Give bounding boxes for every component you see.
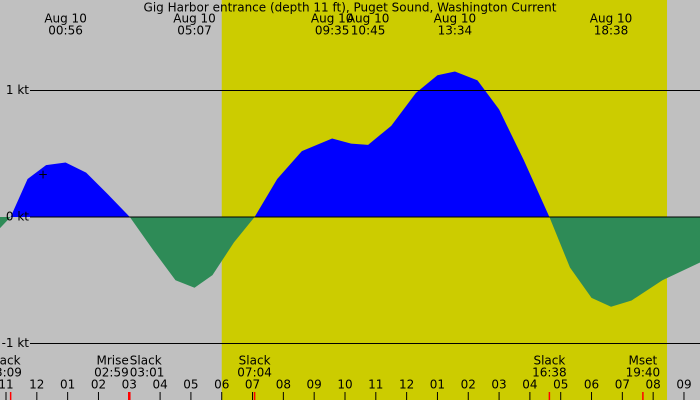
x-tick-label: 02 [461, 378, 476, 392]
event-time: 16:38 [532, 366, 567, 380]
event-date: Aug 10 [590, 12, 633, 26]
x-tick-label: 07 [245, 378, 260, 392]
event-time: 07:04 [237, 366, 272, 380]
event-time: 03:01 [130, 366, 165, 380]
x-tick-label: 09 [307, 378, 322, 392]
x-tick-label: 02 [91, 378, 106, 392]
event-label: Slack [130, 354, 162, 368]
x-tick-label: 05 [183, 378, 198, 392]
x-tick-label: 11 [0, 378, 14, 392]
x-tick-label: 09 [676, 378, 691, 392]
x-tick-label: 01 [430, 378, 445, 392]
x-tick-label: 01 [60, 378, 75, 392]
x-tick-label: 04 [152, 378, 167, 392]
x-tick-label: 08 [646, 378, 661, 392]
x-tick-label: 11 [368, 378, 383, 392]
event-time: 19:40 [626, 366, 661, 380]
x-tick-label: 03 [491, 378, 506, 392]
event-label: Slack [239, 354, 271, 368]
event-date: Aug 10 [347, 12, 390, 26]
x-tick-label: 08 [276, 378, 291, 392]
event-time: 09:35 [315, 24, 350, 38]
x-tick-label: 12 [399, 378, 414, 392]
event-time: 05:07 [177, 24, 212, 38]
x-tick-label: 05 [553, 378, 568, 392]
x-tick-label: 06 [214, 378, 229, 392]
event-label: Slack [0, 354, 21, 368]
x-tick-label: 10 [337, 378, 352, 392]
x-tick-label: 04 [522, 378, 537, 392]
ebb-area [0, 216, 700, 307]
chart-title: Gig Harbor entrance (depth 11 ft), Puget… [144, 1, 557, 15]
event-date: Aug 10 [434, 12, 477, 26]
event-date: Aug 10 [173, 12, 216, 26]
x-tick-label: 07 [615, 378, 630, 392]
x-tick-label: 06 [584, 378, 599, 392]
event-time: 10:45 [351, 24, 386, 38]
event-date: Aug 10 [44, 12, 87, 26]
x-tick-label: 12 [29, 378, 44, 392]
flood-area [0, 71, 700, 217]
event-time: 00:56 [48, 24, 83, 38]
y-tick-label: -1 kt [2, 336, 30, 350]
event-time: 23:09 [0, 366, 22, 380]
event-label: Slack [533, 354, 565, 368]
y-tick-label: 1 kt [6, 83, 29, 97]
event-time: 13:34 [438, 24, 473, 38]
event-label: Mset [629, 354, 658, 368]
y-tick-label: 0 kt [6, 209, 29, 223]
event-date: Aug 10 [311, 12, 354, 26]
event-time: 02:59 [94, 366, 129, 380]
x-tick-label: 03 [122, 378, 137, 392]
marker: + [38, 168, 48, 182]
event-label: Mrise [96, 354, 128, 368]
event-time: 18:38 [594, 24, 629, 38]
